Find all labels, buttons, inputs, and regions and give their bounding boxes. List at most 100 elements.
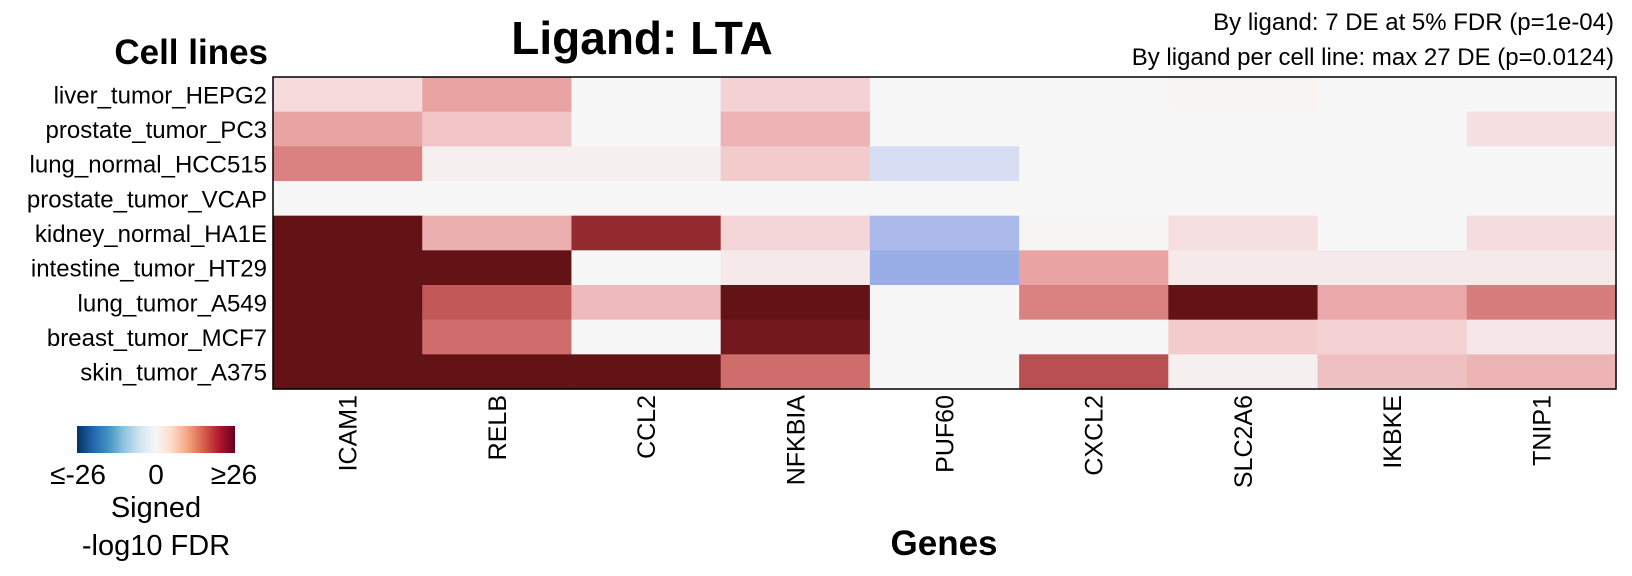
heatmap-cells	[273, 77, 1617, 390]
heatmap-cell-prostate_tumor_VCAP-SLC2A6	[1168, 181, 1319, 217]
heatmap-cell-intestine_tumor_HT29-RELB	[422, 250, 573, 286]
heatmap-cell-kidney_normal_HA1E-ICAM1	[273, 215, 423, 251]
row-label-lung_tumor_A549: lung_tumor_A549	[78, 290, 267, 317]
heatmap-cell-lung_tumor_A549-RELB	[422, 285, 573, 321]
heatmap-cell-prostate_tumor_PC3-CXCL2	[1019, 111, 1169, 147]
heatmap-cell-prostate_tumor_VCAP-NFKBIA	[720, 181, 871, 217]
heatmap-cell-breast_tumor_MCF7-PUF60	[869, 319, 1020, 355]
heatmap-cell-skin_tumor_A375-CXCL2	[1019, 354, 1169, 390]
heatmap-cell-kidney_normal_HA1E-CCL2	[571, 215, 722, 251]
heatmap-cell-breast_tumor_MCF7-CXCL2	[1019, 319, 1169, 355]
heatmap-cell-prostate_tumor_VCAP-PUF60	[869, 181, 1020, 217]
heatmap-cell-breast_tumor_MCF7-SLC2A6	[1168, 319, 1319, 355]
heatmap-cell-skin_tumor_A375-RELB	[422, 354, 573, 390]
row-label-prostate_tumor_PC3: prostate_tumor_PC3	[46, 117, 267, 144]
heatmap-cell-skin_tumor_A375-CCL2	[571, 354, 722, 390]
column-label-TNIP1: TNIP1	[1528, 395, 1556, 466]
row-label-intestine_tumor_HT29: intestine_tumor_HT29	[31, 256, 267, 283]
heatmap-cell-liver_tumor_HEPG2-PUF60	[869, 77, 1020, 113]
heatmap-cell-liver_tumor_HEPG2-NFKBIA	[720, 77, 871, 113]
legend-color-bar	[77, 426, 235, 453]
heatmap-cell-kidney_normal_HA1E-NFKBIA	[720, 215, 871, 251]
heatmap-cell-breast_tumor_MCF7-NFKBIA	[720, 319, 871, 355]
heatmap-cell-intestine_tumor_HT29-SLC2A6	[1168, 250, 1319, 286]
heatmap-cell-kidney_normal_HA1E-TNIP1	[1466, 215, 1617, 251]
heatmap-cell-intestine_tumor_HT29-IKBKE	[1317, 250, 1468, 286]
column-label-IKBKE: IKBKE	[1379, 395, 1407, 469]
heatmap-cell-prostate_tumor_PC3-NFKBIA	[720, 111, 871, 147]
heatmap-cell-intestine_tumor_HT29-PUF60	[869, 250, 1020, 286]
heatmap-cell-kidney_normal_HA1E-IKBKE	[1317, 215, 1468, 251]
heatmap-cell-kidney_normal_HA1E-RELB	[422, 215, 573, 251]
heatmap-cell-liver_tumor_HEPG2-IKBKE	[1317, 77, 1468, 113]
heatmap-cell-lung_tumor_A549-CXCL2	[1019, 285, 1169, 321]
column-label-NFKBIA: NFKBIA	[782, 395, 810, 486]
heatmap-cell-lung_tumor_A549-CCL2	[571, 285, 722, 321]
heatmap-cell-intestine_tumor_HT29-CCL2	[571, 250, 722, 286]
plot-border	[272, 76, 1617, 390]
column-label-CCL2: CCL2	[633, 395, 661, 459]
heatmap-cell-skin_tumor_A375-NFKBIA	[720, 354, 871, 390]
heatmap-cell-prostate_tumor_PC3-SLC2A6	[1168, 111, 1319, 147]
subtitle-line-2: By ligand per cell line: max 27 DE (p=0.…	[1132, 44, 1614, 71]
heatmap-cell-prostate_tumor_PC3-PUF60	[869, 111, 1020, 147]
heatmap-cell-lung_tumor_A549-PUF60	[869, 285, 1020, 321]
heatmap-cell-lung_normal_HCC515-RELB	[422, 146, 573, 182]
heatmap-cell-intestine_tumor_HT29-CXCL2	[1019, 250, 1169, 286]
heatmap-cell-skin_tumor_A375-PUF60	[869, 354, 1020, 390]
heatmap-cell-kidney_normal_HA1E-CXCL2	[1019, 215, 1169, 251]
heatmap-cell-intestine_tumor_HT29-TNIP1	[1466, 250, 1617, 286]
column-label-SLC2A6: SLC2A6	[1230, 395, 1258, 488]
heatmap-cell-liver_tumor_HEPG2-TNIP1	[1466, 77, 1617, 113]
heatmap-cell-lung_normal_HCC515-CCL2	[571, 146, 722, 182]
column-labels: ICAM1 RELB CCL2 NFKBIA PUF60 CXCL2 SLC2A6 IKBKE…	[335, 395, 1557, 488]
heatmap-cell-skin_tumor_A375-SLC2A6	[1168, 354, 1319, 390]
heatmap-cell-liver_tumor_HEPG2-CXCL2	[1019, 77, 1169, 113]
heatmap-cell-kidney_normal_HA1E-PUF60	[869, 215, 1020, 251]
heatmap-cell-prostate_tumor_PC3-CCL2	[571, 111, 722, 147]
heatmap-cell-breast_tumor_MCF7-TNIP1	[1466, 319, 1617, 355]
heatmap-cell-prostate_tumor_VCAP-TNIP1	[1466, 181, 1617, 217]
heatmap-cell-breast_tumor_MCF7-ICAM1	[273, 319, 423, 355]
heatmap-cell-prostate_tumor_VCAP-CCL2	[571, 181, 722, 217]
heatmap-cell-breast_tumor_MCF7-CCL2	[571, 319, 722, 355]
heatmap-cell-lung_normal_HCC515-CXCL2	[1019, 146, 1169, 182]
heatmap-cell-prostate_tumor_VCAP-CXCL2	[1019, 181, 1169, 217]
row-label-prostate_tumor_VCAP: prostate_tumor_VCAP	[27, 186, 267, 213]
heatmap-cell-intestine_tumor_HT29-ICAM1	[273, 250, 423, 286]
heatmap-cell-prostate_tumor_VCAP-ICAM1	[273, 181, 423, 217]
heatmap-cell-prostate_tumor_PC3-IKBKE	[1317, 111, 1468, 147]
heatmap-cell-prostate_tumor_VCAP-IKBKE	[1317, 181, 1468, 217]
chart-title: Ligand: LTA	[511, 12, 772, 64]
heatmap-cell-liver_tumor_HEPG2-RELB	[422, 77, 573, 113]
heatmap-cell-prostate_tumor_PC3-ICAM1	[273, 111, 423, 147]
heatmap-cell-breast_tumor_MCF7-RELB	[422, 319, 573, 355]
color-legend: ≤-26 0 ≥26 Signed -log10 FDR	[50, 426, 257, 562]
heatmap-cell-prostate_tumor_PC3-TNIP1	[1466, 111, 1617, 147]
row-labels: liver_tumor_HEPG2 prostate_tumor_PC3 lung_…	[27, 82, 267, 386]
heatmap-cell-breast_tumor_MCF7-IKBKE	[1317, 319, 1468, 355]
legend-tick-min: ≤-26	[50, 459, 106, 490]
legend-title-line-1: Signed	[111, 492, 201, 524]
legend-title-line-2: -log10 FDR	[82, 530, 230, 562]
heatmap-cell-lung_tumor_A549-IKBKE	[1317, 285, 1468, 321]
x-axis-title: Genes	[891, 524, 998, 563]
column-label-RELB: RELB	[484, 395, 512, 460]
row-label-liver_tumor_HEPG2: liver_tumor_HEPG2	[54, 82, 267, 109]
heatmap-cell-skin_tumor_A375-IKBKE	[1317, 354, 1468, 390]
row-label-breast_tumor_MCF7: breast_tumor_MCF7	[47, 325, 267, 352]
heatmap-cell-lung_normal_HCC515-IKBKE	[1317, 146, 1468, 182]
column-label-CXCL2: CXCL2	[1081, 395, 1109, 476]
row-label-skin_tumor_A375: skin_tumor_A375	[80, 360, 267, 387]
y-axis-title: Cell lines	[114, 33, 268, 72]
legend-tick-max: ≥26	[211, 459, 258, 490]
heatmap-cell-prostate_tumor_PC3-RELB	[422, 111, 573, 147]
heatmap-cell-lung_tumor_A549-NFKBIA	[720, 285, 871, 321]
heatmap-cell-liver_tumor_HEPG2-CCL2	[571, 77, 722, 113]
heatmap-cell-liver_tumor_HEPG2-SLC2A6	[1168, 77, 1319, 113]
subtitle-line-1: By ligand: 7 DE at 5% FDR (p=1e-04)	[1213, 9, 1614, 36]
heatmap-cell-lung_normal_HCC515-ICAM1	[273, 146, 423, 182]
heatmap-cell-liver_tumor_HEPG2-ICAM1	[273, 77, 423, 113]
heatmap-cell-prostate_tumor_VCAP-RELB	[422, 181, 573, 217]
